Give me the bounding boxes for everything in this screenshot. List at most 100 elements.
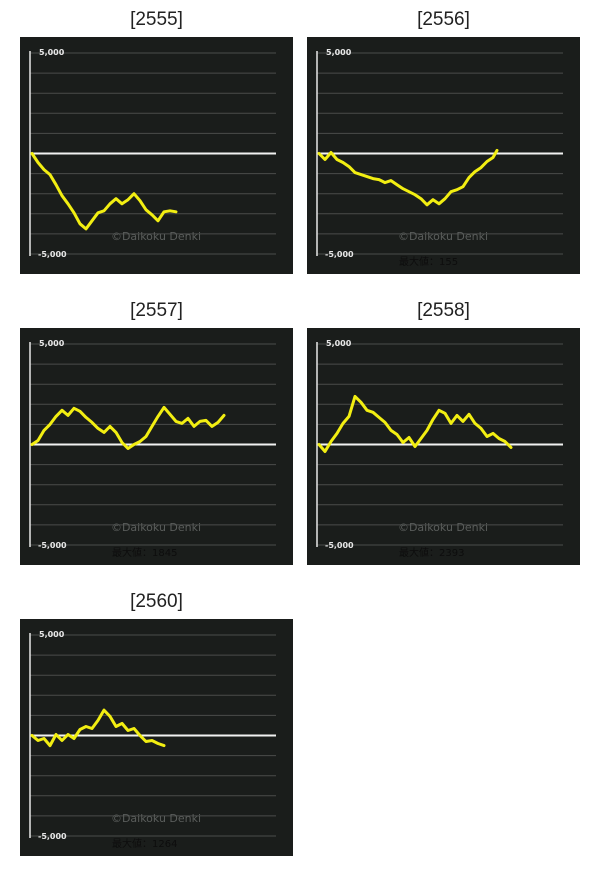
watermark-text: ©Daikoku Denki <box>111 812 201 825</box>
chart-panel: 5,000 -5,000 ©Daikoku Denki <box>20 37 293 274</box>
data-point <box>371 177 375 180</box>
data-point <box>449 422 453 425</box>
watermark-text: ©Daikoku Denki <box>398 230 488 243</box>
data-point <box>96 211 100 214</box>
data-point <box>150 739 154 742</box>
chart-cell: [2557] 5,000 -5,000 ©Daikoku Denki 最大値：1845 <box>20 294 293 565</box>
watermark-text: ©Daikoku Denki <box>111 521 201 534</box>
data-point <box>186 417 190 420</box>
data-point <box>479 427 483 430</box>
y-tick-label: -5,000 <box>38 250 67 259</box>
data-point <box>485 160 489 163</box>
data-point <box>198 420 202 423</box>
data-point <box>30 443 34 446</box>
y-tick-label: -5,000 <box>325 541 354 550</box>
data-point <box>431 198 435 201</box>
data-point <box>437 409 441 412</box>
chart-title: [2560] <box>130 591 183 612</box>
data-point <box>144 208 148 211</box>
watermark-text: ©Daikoku Denki <box>398 521 488 534</box>
data-point <box>36 739 40 742</box>
data-point <box>132 192 136 195</box>
data-point <box>102 708 106 712</box>
data-point <box>60 194 64 197</box>
data-point <box>485 435 489 438</box>
chart-cell: [2560] 5,000 -5,000 ©Daikoku Denki 最大値：1264 <box>20 585 293 856</box>
data-point <box>78 222 82 225</box>
data-point <box>48 423 52 426</box>
data-point <box>60 739 64 742</box>
data-point <box>461 185 465 188</box>
data-point <box>329 151 333 154</box>
data-point <box>108 202 112 205</box>
data-point <box>216 421 220 424</box>
data-point <box>108 425 112 428</box>
data-point <box>347 415 351 418</box>
data-point <box>48 744 52 747</box>
data-point <box>126 198 130 201</box>
data-point <box>150 213 154 216</box>
data-point <box>359 173 363 176</box>
data-point <box>90 219 94 222</box>
data-point <box>341 161 345 164</box>
data-point <box>204 419 208 422</box>
data-point <box>72 737 76 740</box>
data-point <box>144 435 148 438</box>
max-value-label: 最大値：2393 <box>399 546 464 559</box>
data-point <box>54 183 58 186</box>
chart-title: [2556] <box>417 9 470 30</box>
data-point <box>162 406 166 409</box>
data-point <box>126 447 130 450</box>
data-point <box>114 725 118 728</box>
data-point <box>443 412 447 415</box>
data-point <box>156 742 160 745</box>
data-point <box>509 446 513 449</box>
watermark-text: ©Daikoku Denki <box>111 230 201 243</box>
data-point <box>323 158 327 161</box>
data-point <box>162 744 166 747</box>
data-point <box>449 190 453 193</box>
series-line <box>317 148 499 207</box>
data-point <box>66 202 70 205</box>
series-line <box>30 152 178 231</box>
data-point <box>413 193 417 196</box>
data-point <box>395 433 399 436</box>
chart-title: [2555] <box>130 9 183 30</box>
data-point <box>467 413 471 416</box>
data-point <box>317 443 321 446</box>
data-point <box>54 415 58 418</box>
data-point <box>132 443 136 446</box>
data-point <box>365 409 369 412</box>
y-tick-label: 5,000 <box>326 48 352 57</box>
data-point <box>473 170 477 173</box>
data-point <box>114 197 118 200</box>
chart-cell: [2556] 5,000 -5,000 ©Daikoku Denki 最大値：155 <box>307 3 580 274</box>
data-point <box>36 161 40 164</box>
data-point <box>431 418 435 421</box>
data-point <box>138 440 142 443</box>
data-point <box>461 420 465 423</box>
data-point <box>66 733 70 736</box>
data-point <box>138 199 142 202</box>
data-point <box>365 175 369 178</box>
series-line <box>30 405 226 450</box>
data-point <box>174 210 178 213</box>
data-point <box>495 149 499 152</box>
data-point <box>168 413 172 416</box>
data-point <box>467 176 471 179</box>
y-tick-label: -5,000 <box>38 832 67 841</box>
data-point <box>132 727 136 730</box>
y-tick-label: 5,000 <box>39 339 65 348</box>
data-point <box>54 733 58 736</box>
data-point <box>72 407 76 410</box>
data-point <box>473 422 477 425</box>
data-point <box>48 173 52 176</box>
data-point <box>174 420 178 423</box>
y-tick-label: 5,000 <box>39 48 65 57</box>
max-value-label: 最大値：1845 <box>112 546 177 559</box>
data-point <box>36 439 40 442</box>
data-point <box>425 429 429 432</box>
y-tick-label: 5,000 <box>326 339 352 348</box>
data-point <box>96 427 100 430</box>
data-point <box>30 152 34 155</box>
